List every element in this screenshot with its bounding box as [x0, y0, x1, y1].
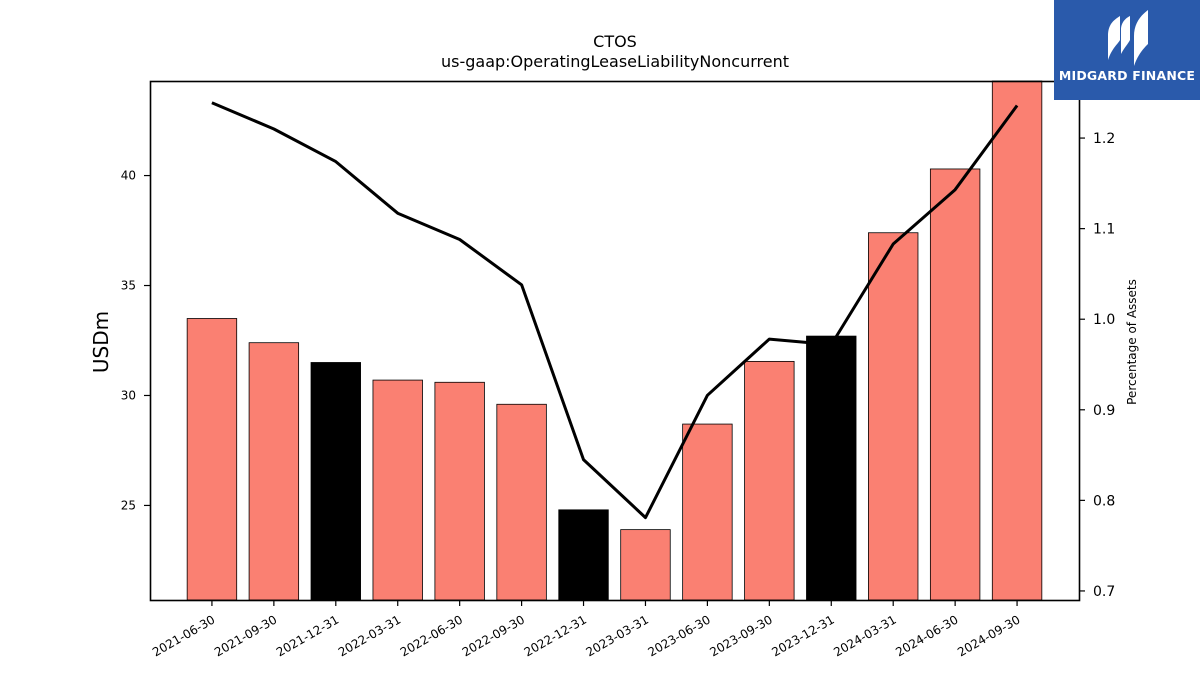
line-layer	[211, 101, 1019, 520]
x-tick-label: 2023-09-30	[707, 612, 774, 659]
x-tick-label: 2022-12-31	[522, 612, 589, 659]
bar-2024-03-31	[868, 232, 919, 601]
x-tick-label: 2022-09-30	[460, 612, 527, 659]
x-tick-label: 2023-03-31	[584, 612, 651, 659]
x-tick-label: 2021-12-31	[274, 612, 341, 659]
y2-tick-label: 0.8	[1093, 493, 1115, 509]
bar-2022-06-30	[434, 381, 485, 601]
y-tick-label: 25	[121, 498, 136, 512]
y2-tick-label: 0.9	[1093, 403, 1115, 419]
y-tick-label: 35	[121, 279, 136, 293]
bar-2021-06-30	[186, 318, 238, 601]
y2-tick-label: 1.2	[1093, 131, 1115, 147]
midgard-logo-icon	[1108, 10, 1148, 66]
y-tick-label: 40	[121, 169, 136, 183]
x-tick-label: 2022-06-30	[398, 612, 465, 659]
x-tick-label: 2021-09-30	[212, 612, 279, 659]
y2-tick-label: 1.0	[1093, 312, 1115, 328]
bar-2023-09-30	[744, 360, 795, 601]
y2-tick-label: 0.7	[1093, 584, 1115, 600]
bar-2024-09-30	[991, 80, 1043, 601]
x-tick-label: 2024-06-30	[893, 612, 960, 659]
bar-2021-09-30	[248, 342, 300, 601]
x-tick-label: 2022-03-31	[336, 612, 403, 659]
bars-layer	[186, 80, 1043, 601]
bar-2023-03-31	[620, 529, 671, 601]
bar-2021-12-31	[310, 362, 361, 601]
logo-text: MIDGARD FINANCE	[1058, 68, 1196, 83]
bar-2024-06-30	[929, 168, 981, 601]
x-tick-label: 2024-03-31	[831, 612, 898, 659]
bar-2023-06-30	[682, 423, 733, 601]
y2-tick-label: 1.1	[1093, 222, 1115, 238]
bar-2022-09-30	[496, 403, 547, 601]
x-axis: 2021-06-302021-09-302021-12-312022-03-31…	[150, 600, 1023, 659]
bar-2023-12-31	[806, 335, 857, 601]
x-tick-label: 2023-06-30	[645, 612, 712, 659]
x-tick-label: 2021-06-30	[150, 612, 217, 659]
y-tick-label: 30	[121, 388, 136, 402]
chart-subtitle: us-gaap:OperatingLeaseLiabilityNoncurren…	[440, 52, 790, 71]
x-tick-label: 2023-12-31	[769, 612, 836, 659]
chart-title: CTOS	[593, 32, 637, 51]
left-axis: 25 30 35 40	[121, 169, 150, 512]
x-tick-label: 2024-09-30	[955, 612, 1022, 659]
pct-of-assets-line	[211, 101, 1019, 520]
plot-frame	[149, 80, 1081, 602]
bar-2022-12-31	[558, 509, 609, 601]
bar-2022-03-31	[372, 379, 423, 601]
y-axis-label: USDm	[89, 311, 113, 373]
right-axis: 0.7 0.8 0.9 1.0 1.1 1.2	[1079, 131, 1115, 600]
y2-axis-label: Percentage of Assets	[1125, 279, 1139, 405]
midgard-finance-logo: MIDGARD FINANCE	[1054, 0, 1200, 100]
